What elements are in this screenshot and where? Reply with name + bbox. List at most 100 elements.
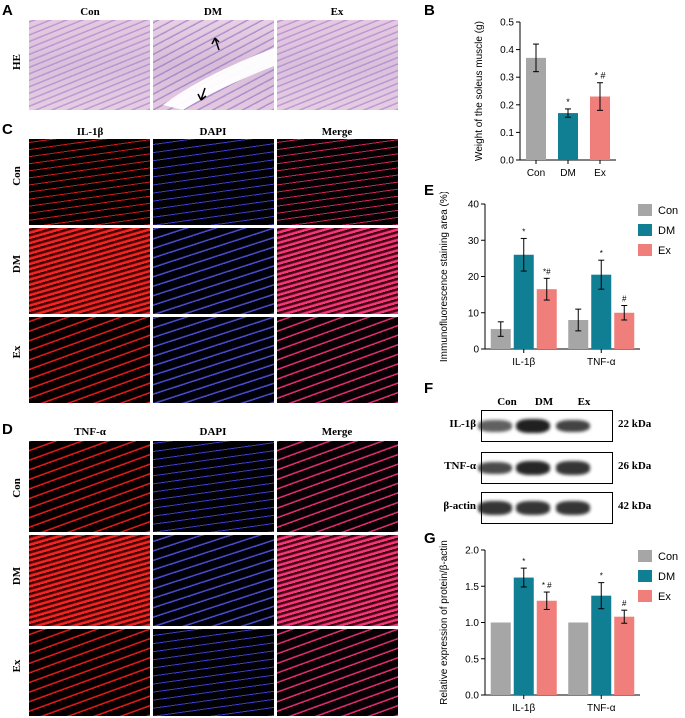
- b-annotation: * #: [594, 71, 605, 81]
- g-bar-ex: [614, 616, 635, 695]
- if-dapi-con: [153, 139, 274, 225]
- panel-a-row-he: HE: [11, 54, 23, 70]
- if-dapi2-dm: [153, 535, 274, 626]
- if-tnfa-ex: [29, 629, 150, 716]
- g-legend-label: Ex: [658, 591, 671, 603]
- wb-band: [516, 419, 550, 433]
- panel-c-col-3: Merge: [321, 126, 353, 138]
- g-ylabel: Relative expression of protein/β-actin: [439, 540, 450, 705]
- g-bar-con: [490, 622, 511, 695]
- g-legend-swatch: [638, 590, 652, 602]
- panel-c-col-2: DAPI: [199, 126, 227, 138]
- panel-d-row-con: Con: [11, 478, 23, 498]
- e-legend-swatch: [638, 204, 652, 216]
- if-merge2-con: [277, 441, 398, 532]
- if-dapi2-ex: [153, 629, 274, 716]
- panel-c-col-1: IL-1β: [76, 126, 104, 138]
- panel-a-col-dm: DM: [203, 6, 223, 18]
- wb-lane-con: Con: [497, 396, 517, 408]
- he-image-con: [29, 20, 150, 110]
- wb-band: [478, 420, 512, 432]
- g-ytick-label: 1.0: [465, 618, 479, 629]
- panel-a-col-ex: Ex: [330, 6, 344, 18]
- e-annotation: *: [600, 249, 603, 258]
- b-xtick-label: DM: [560, 168, 576, 179]
- wb-lane-ex: Ex: [577, 396, 591, 408]
- panel-label-f: F: [424, 380, 434, 397]
- b-ytick-label: 0.0: [500, 156, 514, 167]
- e-legend-label: DM: [658, 225, 675, 237]
- panel-label-e: E: [424, 182, 435, 199]
- wb-kda-label: 42 kDa: [618, 500, 652, 512]
- wb-band: [516, 501, 550, 515]
- if-merge-dm: [277, 228, 398, 314]
- wb-row-label: TNF-α: [444, 460, 476, 472]
- e-ytick-label: 30: [468, 236, 480, 247]
- wb-lane-dm: DM: [534, 396, 554, 408]
- panel-d-col-3: Merge: [321, 426, 353, 438]
- wb-kda-label: 26 kDa: [618, 460, 652, 472]
- e-bar-ex: [614, 312, 635, 349]
- panel-label-c: C: [2, 121, 13, 138]
- g-bar-con: [568, 622, 589, 695]
- wb-blot-box: [478, 492, 613, 524]
- panel-a-col-con: Con: [80, 6, 100, 18]
- panel-c-row-ex: Ex: [11, 345, 23, 359]
- g-legend-label: DM: [658, 571, 675, 583]
- e-legend-label: Con: [658, 205, 678, 217]
- panel-c-row-con: Con: [11, 166, 23, 186]
- e-legend-label: Ex: [658, 245, 671, 257]
- b-bar-ex: [590, 96, 610, 160]
- arrow-icon: [197, 87, 207, 101]
- chart-g: 0.0 0.5 1.0 1.5 2.0 Relative expression of pr…: [439, 540, 678, 714]
- g-bar-dm: [591, 595, 612, 695]
- e-ytick-label: 20: [468, 272, 480, 283]
- if-il1b-dm: [29, 228, 150, 314]
- panel-label-b: B: [424, 2, 435, 19]
- g-xtick-label: TNF-α: [587, 703, 616, 714]
- g-annotation: *: [522, 557, 525, 566]
- panel-label-d: D: [2, 421, 13, 438]
- e-annotation: *#: [543, 267, 551, 276]
- wb-band: [556, 419, 590, 433]
- e-bar-dm: [591, 274, 612, 349]
- e-bar-dm: [513, 254, 534, 349]
- e-annotation: #: [622, 295, 627, 304]
- e-xtick-label: TNF-α: [587, 357, 616, 368]
- panel-d-row-ex: Ex: [11, 659, 23, 673]
- g-ytick-label: 0.0: [465, 691, 479, 702]
- g-annotation: *: [600, 572, 603, 581]
- chart-b: 0.0 0.1 0.2 0.3 0.4 0.5 Weight of the soleus m…: [474, 18, 616, 179]
- b-ytick-label: 0.4: [500, 45, 514, 56]
- if-merge2-dm: [277, 535, 398, 626]
- g-annotation: * #: [542, 581, 552, 590]
- b-bar-dm: [558, 113, 578, 160]
- e-bar-con: [568, 320, 589, 349]
- if-tnfa-con: [29, 441, 150, 532]
- wb-band: [556, 461, 590, 475]
- e-bar-ex: [536, 289, 557, 349]
- chart-e: 0 10 20 30 40 Immunofluorescence staining are…: [439, 192, 678, 368]
- if-dapi-dm: [153, 228, 274, 314]
- e-xtick-label: IL-1β: [512, 357, 535, 368]
- b-ytick-label: 0.3: [500, 73, 514, 84]
- if-tnfa-dm: [29, 535, 150, 626]
- g-ytick-label: 1.5: [465, 582, 479, 593]
- e-ylabel: Immunofluorescence staining area (%): [439, 192, 450, 362]
- if-il1b-con: [29, 139, 150, 225]
- g-bar-dm: [513, 577, 534, 695]
- wb-kda-label: 22 kDa: [618, 418, 652, 430]
- b-ytick-label: 0.5: [500, 18, 514, 29]
- wb-band: [556, 501, 590, 515]
- wb-band: [478, 461, 512, 475]
- he-image-dm: [153, 20, 274, 110]
- g-legend-label: Con: [658, 551, 678, 563]
- he-dm-overlay: [163, 37, 274, 110]
- b-ytick-label: 0.1: [500, 128, 514, 139]
- wb-blot-box: [478, 452, 613, 484]
- e-bar-con: [490, 329, 511, 349]
- e-ytick-label: 10: [468, 308, 480, 319]
- panel-c-row-dm: DM: [11, 254, 23, 274]
- panel-d-row-dm: DM: [11, 566, 23, 586]
